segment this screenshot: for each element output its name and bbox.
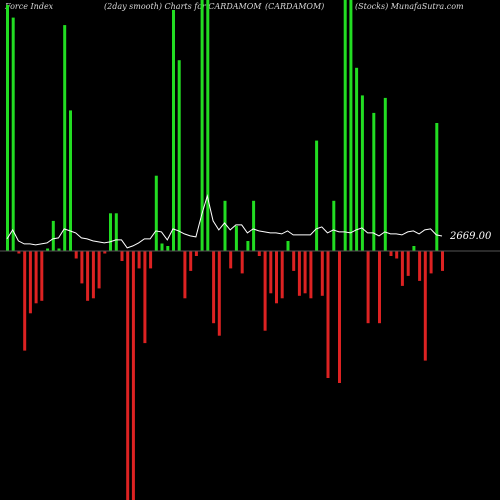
negative-bar [149,251,153,269]
positive-bar [360,95,364,252]
negative-bar [131,251,135,500]
negative-bar [28,251,32,314]
negative-bar [378,251,381,324]
positive-bar [154,175,158,251]
positive-bar [343,0,347,251]
negative-bar [338,251,341,383]
positive-bar [286,241,290,251]
negative-bar [423,251,427,361]
negative-bar [309,251,313,299]
negative-bar [280,251,284,299]
price-line [6,194,443,249]
negative-bar [91,251,95,299]
bar-series [6,0,444,500]
positive-bar [355,67,359,251]
negative-bar [23,251,27,351]
positive-bar [46,248,50,251]
negative-bar [406,251,410,276]
symbol-label: (CARDAMOM) [265,2,325,11]
negative-bar [194,251,198,256]
positive-bar [57,248,61,251]
negative-bar [34,251,38,304]
negative-bar [269,251,273,294]
negative-bar [366,251,370,324]
negative-bar [395,251,399,259]
positive-bar [114,213,118,251]
negative-bar [40,251,44,301]
negative-bar [80,251,84,284]
last-price-label: 2669.00 [449,231,492,242]
negative-bar [240,251,244,274]
negative-bar [326,251,330,378]
positive-bar [383,97,387,252]
negative-bar [429,251,433,274]
negative-bar [275,251,278,304]
negative-bar [212,251,216,324]
positive-bar [166,246,170,251]
positive-bar [109,213,112,251]
positive-bar [223,200,227,251]
positive-bar [160,243,164,251]
negative-bar [418,251,422,281]
negative-bar [143,251,147,344]
negative-bar [120,251,124,261]
positive-bar [172,10,175,251]
negative-bar [229,251,233,269]
chart-subtitle: (2day smooth) Charts for CARDAMOM [104,2,262,11]
site-credit: (Stocks) MunafaSutra.com [355,2,464,11]
negative-bar [320,251,324,296]
negative-bar [74,251,78,259]
negative-bar [183,251,187,299]
positive-bar [349,0,353,251]
negative-bar [389,251,393,256]
positive-bar [206,0,210,251]
positive-bar [234,225,238,251]
positive-bar [200,0,204,251]
positive-bar [252,200,256,251]
positive-bar [315,140,319,251]
positive-bar [51,220,55,251]
positive-bar [372,112,376,252]
negative-bar [303,251,307,294]
positive-bar [246,241,250,251]
positive-bar [69,110,72,252]
negative-bar [263,251,267,331]
negative-bar [441,251,444,271]
negative-bar [126,251,130,500]
negative-bar [137,251,141,269]
positive-bar [63,25,67,251]
negative-bar [103,251,107,254]
positive-bar [435,123,439,251]
negative-bar [217,251,221,336]
indicator-name: Force Index [5,2,54,11]
negative-bar [400,251,404,286]
positive-bar [412,246,416,251]
positive-bar [177,60,181,252]
negative-bar [297,251,301,296]
negative-bar [257,251,261,256]
negative-bar [86,251,90,301]
positive-bar [6,5,9,251]
negative-bar [189,251,193,271]
negative-bar [97,251,101,289]
negative-bar [292,251,296,271]
positive-bar [11,17,15,251]
negative-bar [17,251,21,254]
positive-bar [332,200,336,251]
